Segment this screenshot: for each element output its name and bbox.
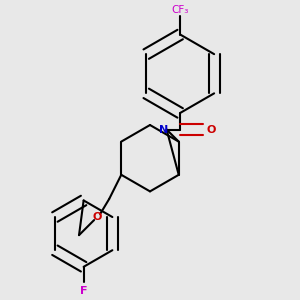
Text: F: F	[80, 286, 87, 296]
Text: CF₃: CF₃	[172, 5, 189, 15]
Text: O: O	[206, 124, 216, 134]
Text: N: N	[159, 124, 168, 134]
Text: O: O	[92, 212, 102, 222]
